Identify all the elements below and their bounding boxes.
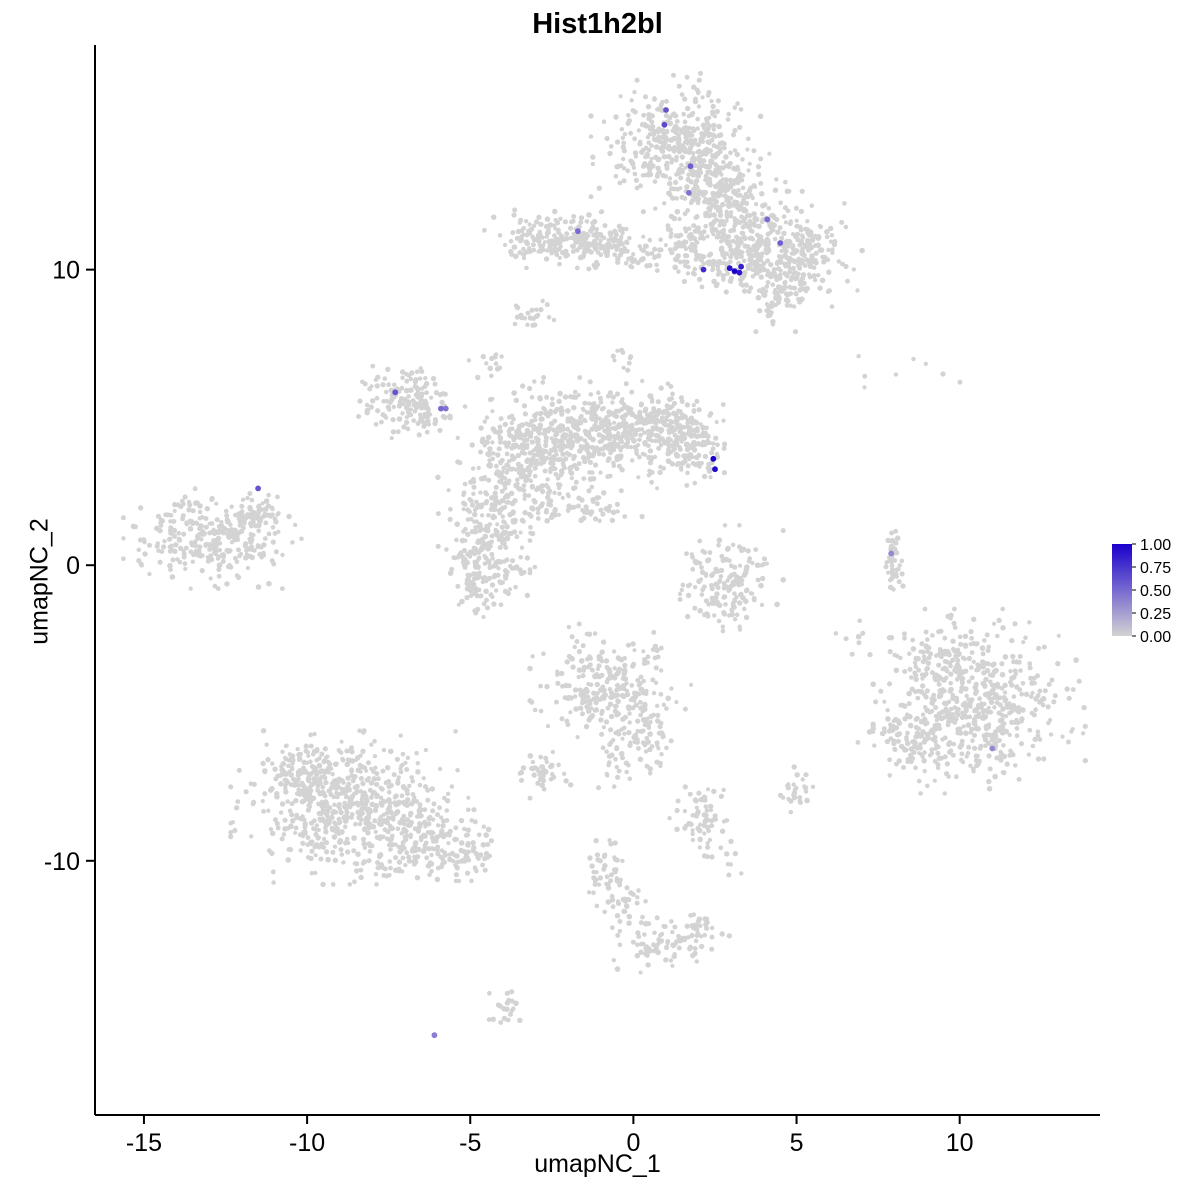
x-axis-label: umapNC_1	[534, 1150, 661, 1178]
y-tick-label: 10	[52, 257, 80, 285]
x-tick-label: -5	[459, 1129, 481, 1157]
y-tick-label: 0	[66, 552, 80, 580]
plot-title: Hist1h2bl	[532, 8, 663, 40]
y-axis-label: umapNC_2	[25, 518, 54, 645]
x-tick-label: 10	[946, 1129, 974, 1157]
x-tick-label: -15	[126, 1129, 162, 1157]
axes	[94, 45, 1100, 1116]
expressing-cells	[255, 107, 996, 1039]
y-tick-label: -10	[44, 848, 80, 876]
x-tick-label: 5	[790, 1129, 804, 1157]
axis-ticks: -15 -10 -5 0 5 10 -10 0 10	[44, 257, 974, 1157]
legend-tick-label: 1.00	[1140, 537, 1171, 554]
x-tick-label: 0	[626, 1129, 640, 1157]
x-tick-label: -10	[289, 1129, 325, 1157]
legend-tick-label: 0.75	[1140, 560, 1171, 577]
cells	[120, 70, 1089, 1025]
legend-tick-label: 0.50	[1140, 583, 1171, 600]
legend-tick-label: 0.25	[1140, 606, 1171, 623]
expression-legend: 1.00 0.75 0.50 0.25 0.00	[1112, 537, 1171, 646]
legend-tick-label: 0.00	[1140, 629, 1171, 646]
